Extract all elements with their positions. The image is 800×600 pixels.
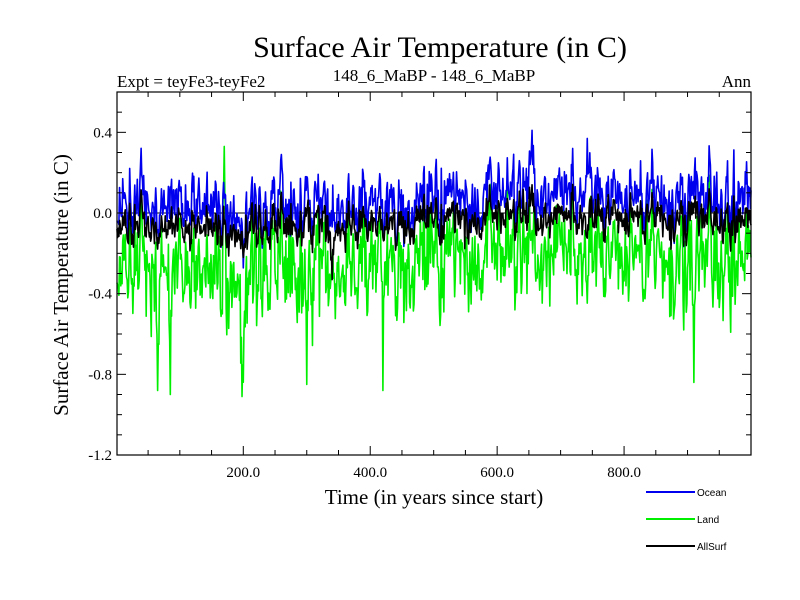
series-line-allsurf [116,183,752,281]
chart-title: Surface Air Temperature (in C) [253,31,627,64]
x-axis-label: Time (in years since start) [325,485,544,509]
legend: Ocean Land AllSurf [646,488,727,553]
y-tick-label: 0.4 [93,125,112,141]
y-tick-label: 0.0 [93,206,112,222]
y-axis-label: Surface Air Temperature (in C) [49,154,73,416]
x-tick-label: 800.0 [607,465,641,481]
y-tick-label: -0.4 [88,287,112,303]
x-tick-label: 400.0 [353,465,387,481]
y-tick-label: -1.2 [88,448,112,464]
legend-label-land: Land [697,515,719,526]
legend-label-allsurf: AllSurf [697,542,727,553]
x-tick-label: 600.0 [480,465,514,481]
series-line-land [116,145,752,398]
subtitle-right: Ann [722,72,752,91]
subtitle-left: Expt = teyFe3-teyFe2 [117,72,265,91]
x-tick-label: 200.0 [226,465,260,481]
axis-ticks: 200.0 400.0 600.0 800.0 0.4 0.0 -0.4 -0.8 -1.2 [88,92,751,481]
legend-label-ocean: Ocean [697,488,726,499]
plot-data-layer [116,129,752,398]
subtitle-center: 148_6_MaBP - 148_6_MaBP [333,66,535,85]
y-tick-label: -0.8 [88,367,112,383]
